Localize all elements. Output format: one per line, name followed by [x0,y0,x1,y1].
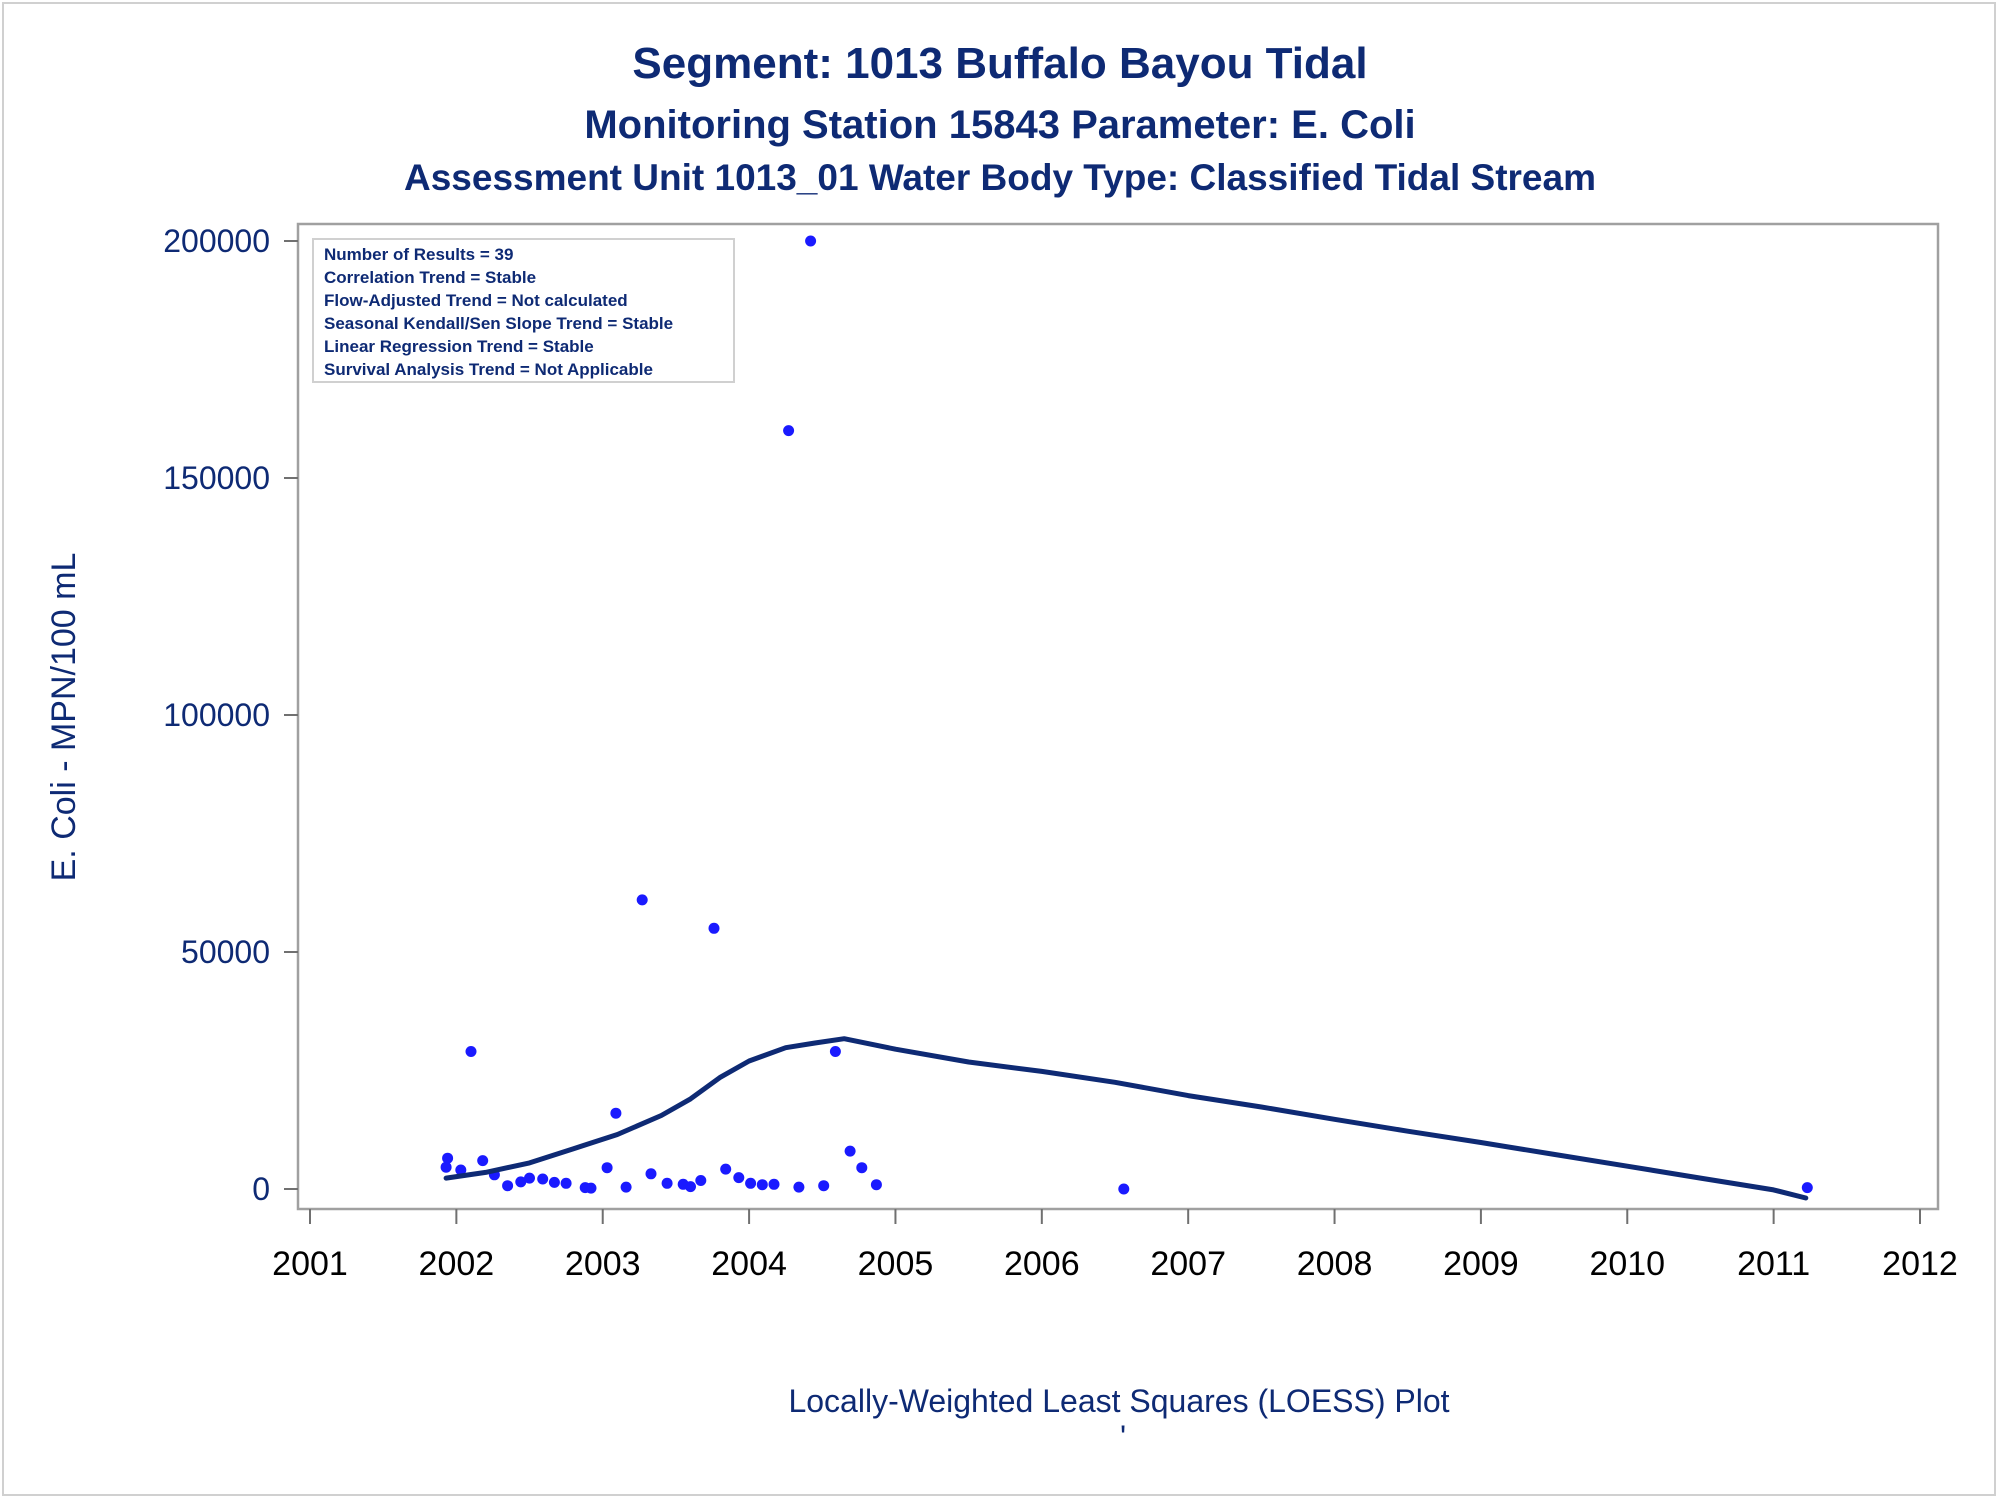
data-point [1118,1183,1130,1195]
data-point [856,1162,868,1174]
chart-title: Segment: 1013 Buffalo Bayou Tidal [632,39,1367,88]
data-point [661,1177,673,1189]
stats-line: Number of Results = 39 [324,245,513,264]
y-axis: 0 50000 100000 150000 200000 [163,223,298,1207]
x-tick-label: 2009 [1443,1245,1519,1283]
data-point [870,1179,882,1191]
data-point [844,1145,856,1157]
data-point [745,1177,757,1189]
data-point [440,1161,452,1173]
chart-subtitle-2: Assessment Unit 1013_01 Water Body Type:… [404,157,1596,198]
loess-line [443,1036,1809,1201]
y-tick-label: 150000 [163,460,270,496]
data-point [548,1176,560,1188]
x-axis: 2001 2002 2003 2004 2005 2006 2007 2008 2009 2010… [272,1209,1958,1283]
data-point [768,1178,780,1190]
stats-line: Survival Analysis Trend = Not Applicable [324,360,653,379]
data-point [601,1162,613,1174]
data-point [585,1182,597,1194]
data-point [455,1164,467,1176]
footer-mark: ' [1120,1419,1126,1455]
data-point [720,1163,732,1175]
data-point [793,1181,805,1193]
data-point [708,922,720,934]
data-point [756,1179,768,1191]
data-point [636,894,648,906]
data-point [502,1180,514,1192]
stats-line: Flow-Adjusted Trend = Not calculated [324,291,628,310]
y-tick-label: 200000 [163,223,270,259]
data-point [477,1155,489,1167]
y-tick-label: 50000 [181,934,270,970]
x-tick-label: 2012 [1882,1245,1958,1283]
stats-box: Number of Results = 39 Correlation Trend… [312,238,735,383]
data-point [465,1046,477,1057]
data-point [537,1173,549,1185]
x-tick-label: 2001 [272,1245,348,1283]
data-point [805,235,817,247]
data-point [645,1168,657,1180]
chart-subtitle-1: Monitoring Station 15843 Parameter: E. C… [584,103,1415,147]
data-point [515,1176,527,1188]
x-tick-label: 2005 [858,1245,934,1283]
data-point [695,1175,707,1186]
x-tick-label: 2003 [565,1245,641,1283]
data-point [442,1152,454,1164]
data-point [620,1181,632,1193]
series-layer [440,235,1813,1201]
data-point [818,1180,830,1192]
x-tick-label: 2011 [1737,1245,1810,1283]
footer-caption: Locally-Weighted Least Squares (LOESS) P… [788,1383,1449,1419]
y-axis-label: E. Coli - MPN/100 mL [45,553,83,882]
x-tick-label: 2007 [1150,1245,1226,1283]
stats-line: Seasonal Kendall/Sen Slope Trend = Stabl… [324,314,673,333]
plot-area [296,222,1940,1211]
data-point [524,1172,535,1184]
data-point [829,1046,841,1057]
data-point [610,1107,622,1119]
data-point [783,425,795,437]
data-point [733,1172,745,1184]
y-tick-label: 0 [252,1171,270,1207]
y-tick-label: 100000 [163,697,270,733]
stats-line: Correlation Trend = Stable [324,268,536,287]
stats-line: Linear Regression Trend = Stable [324,337,594,356]
data-point [685,1181,696,1193]
data-point [1801,1182,1813,1194]
data-point [560,1177,572,1189]
stats-box-border [312,238,735,383]
x-tick-label: 2010 [1589,1245,1665,1283]
x-tick-label: 2002 [419,1245,495,1283]
x-tick-label: 2004 [711,1245,787,1283]
x-tick-label: 2008 [1297,1245,1373,1283]
x-tick-label: 2006 [1004,1245,1080,1283]
